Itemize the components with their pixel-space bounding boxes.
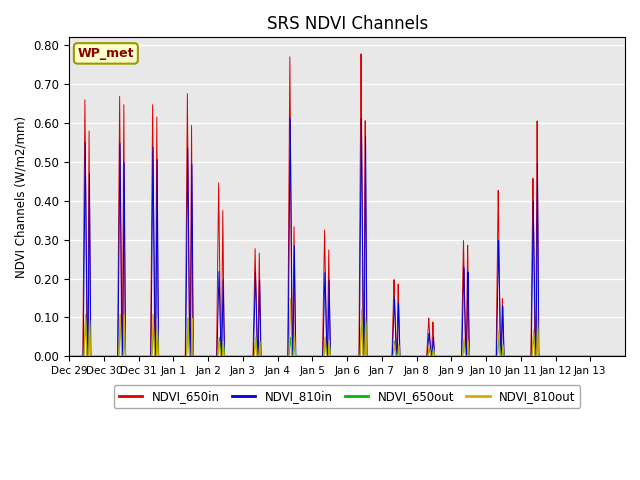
NDVI_650in [507, 353, 515, 359]
NDVI_810in [621, 353, 629, 359]
NDVI_650out [267, 353, 275, 359]
NDVI_810in [93, 353, 101, 359]
NDVI_650in [394, 281, 402, 287]
NDVI_650in [357, 51, 365, 57]
NDVI_810in [286, 116, 294, 121]
NDVI_650out [507, 353, 515, 359]
Y-axis label: NDVI Channels (W/m2/mm): NDVI Channels (W/m2/mm) [15, 116, 28, 278]
Line: NDVI_650out: NDVI_650out [69, 318, 625, 356]
NDVI_810out [65, 353, 73, 359]
NDVI_650in [477, 353, 485, 359]
NDVI_650in [65, 353, 73, 359]
NDVI_650in [621, 353, 629, 359]
NDVI_810out [267, 353, 275, 359]
NDVI_810in [477, 353, 485, 359]
NDVI_810out [93, 353, 101, 359]
Line: NDVI_810in: NDVI_810in [69, 119, 625, 356]
Legend: NDVI_650in, NDVI_810in, NDVI_650out, NDVI_810out: NDVI_650in, NDVI_810in, NDVI_650out, NDV… [114, 385, 580, 408]
NDVI_650in [93, 353, 101, 359]
Line: NDVI_650in: NDVI_650in [69, 54, 625, 356]
NDVI_650out [477, 353, 485, 359]
NDVI_650out [419, 353, 426, 359]
NDVI_810out [287, 295, 294, 301]
NDVI_810out [477, 353, 485, 359]
Text: WP_met: WP_met [77, 47, 134, 60]
NDVI_810out [394, 348, 402, 354]
NDVI_810out [419, 353, 426, 359]
NDVI_650out [394, 350, 402, 356]
NDVI_650in [419, 353, 426, 359]
NDVI_650out [93, 353, 101, 359]
NDVI_810in [419, 353, 426, 359]
NDVI_810out [507, 353, 515, 359]
NDVI_810in [394, 314, 402, 320]
NDVI_810in [507, 353, 515, 359]
NDVI_650out [65, 353, 73, 359]
NDVI_650out [621, 353, 629, 359]
NDVI_650in [267, 353, 275, 359]
Title: SRS NDVI Channels: SRS NDVI Channels [266, 15, 428, 33]
NDVI_810in [65, 353, 73, 359]
Line: NDVI_810out: NDVI_810out [69, 298, 625, 356]
NDVI_650out [82, 315, 90, 321]
NDVI_810in [267, 353, 275, 359]
NDVI_810out [621, 353, 629, 359]
